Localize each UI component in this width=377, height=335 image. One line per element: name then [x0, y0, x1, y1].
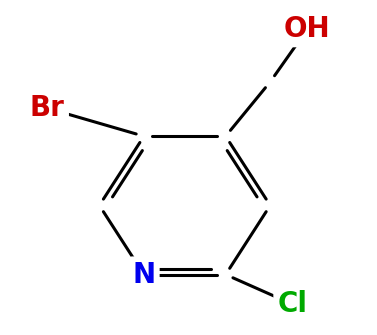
Text: Cl: Cl	[277, 290, 308, 318]
Text: OH: OH	[284, 15, 331, 43]
Text: Br: Br	[30, 94, 65, 122]
Text: N: N	[132, 261, 155, 288]
